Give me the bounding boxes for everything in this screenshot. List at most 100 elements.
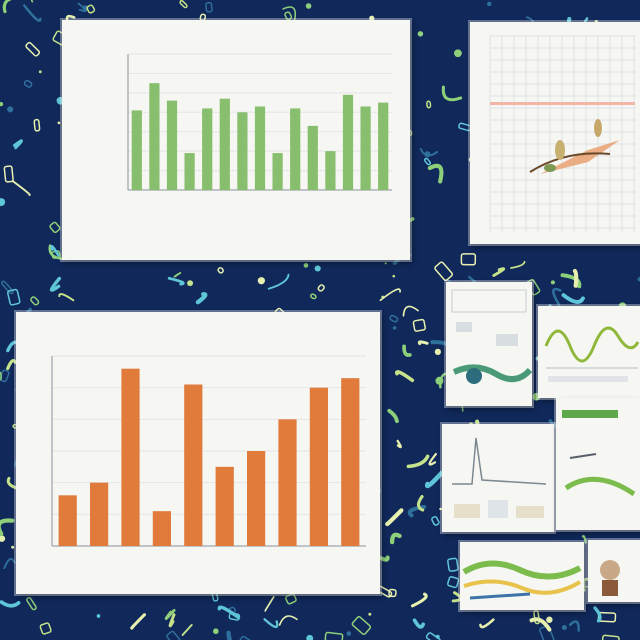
bar [149,83,160,190]
pattern-dot [369,15,375,21]
pattern-swirl [396,439,402,449]
pattern-glyph [238,635,255,640]
pattern-swirl [58,293,75,302]
pattern-glyph [412,318,426,332]
thumb-bar [548,376,628,382]
green-bar-chart [127,53,392,191]
pattern-glyph [431,516,440,526]
pattern-swirl [479,618,495,629]
thumb-curve [564,476,636,497]
pattern-dot [257,277,265,285]
pattern-glyph [0,371,3,381]
grid-chart [489,35,636,232]
thumb-stroke [569,453,597,459]
grid-lines [489,35,636,232]
pattern-glyph [166,630,182,640]
thumb-rect [488,500,508,518]
thumbnail-illustration [588,540,640,602]
pattern-swirl [164,608,176,621]
pattern-dot [57,121,61,125]
thumb-spike [452,437,547,485]
pattern-glyph [533,610,541,625]
bar [89,482,109,546]
pattern-swirl [173,271,182,278]
bar [215,466,234,546]
bar [131,110,142,190]
bar [307,125,318,190]
pattern-glyph [460,253,477,266]
bar [272,153,283,190]
pattern-dot [0,198,6,207]
pattern-swirl [568,620,580,632]
pattern-swirl [402,344,412,357]
thumb-line [544,326,640,363]
pattern-glyph [205,1,213,13]
pattern-glyph [86,4,96,14]
pattern-swirl [278,615,298,626]
thumbnail-spike-chart [442,424,554,532]
pattern-swirl [282,6,296,21]
pattern-glyph [317,284,325,292]
green-bar-chart-panel [62,20,410,260]
pattern-glyph [1,280,14,295]
pattern-dot [384,262,387,265]
pattern-dot [96,614,101,618]
thumbnail-green-title-chart [556,398,640,530]
pattern-swirl [263,618,279,629]
pattern-glyph [285,593,297,605]
pattern-swirl [195,292,208,305]
pattern-swirl [395,370,415,383]
pattern-dot [392,274,396,278]
pattern-swirl [593,606,602,623]
pattern-swirl [77,2,87,12]
pattern-swirl [167,276,185,286]
bar [202,108,213,190]
pattern-dot [435,634,440,639]
pattern-swirl [23,4,42,22]
pattern-glyph [426,100,432,109]
pattern-swirl [425,470,445,489]
thumb-node [466,368,482,384]
pattern-dot [303,263,309,268]
pattern-glyph [49,221,61,234]
pattern-glyph [3,165,14,183]
pattern-glyph [324,631,344,640]
pattern-swirl [0,600,21,608]
bar [278,419,297,546]
pattern-swirl [385,508,404,527]
pattern-swirl [0,518,15,536]
pattern-dot [38,70,42,74]
pattern-glyph [217,267,224,274]
pattern-swirl [428,452,437,466]
pattern-swirl [11,180,31,196]
thumb-band [469,592,531,600]
bar [166,100,178,190]
pattern-glyph [539,625,555,640]
thumbnail-map [460,542,584,610]
pattern-swirl [552,287,562,307]
bar [290,108,301,190]
pattern-swirl [226,630,233,640]
pattern-glyph [423,157,432,166]
pattern-dot [187,280,194,287]
pattern-swirl [389,532,402,545]
pattern-glyph [601,634,620,640]
thumb-band [463,579,582,595]
pattern-swirl [412,618,426,629]
orange-bar-chart [51,355,366,547]
pattern-swirl [529,617,552,632]
thumb-wave [452,364,532,383]
pattern-glyph [30,296,40,306]
pattern-swirl [510,260,526,269]
pattern-glyph [7,288,21,306]
pattern-swirl [6,359,17,371]
bar [237,112,248,190]
pattern-dot [368,612,372,616]
figure-wing [540,140,620,174]
bar [152,511,172,546]
bar [309,387,329,546]
pattern-swirl [407,504,427,518]
bar [184,153,195,190]
bar [360,106,371,190]
thumb-rect [516,506,544,518]
